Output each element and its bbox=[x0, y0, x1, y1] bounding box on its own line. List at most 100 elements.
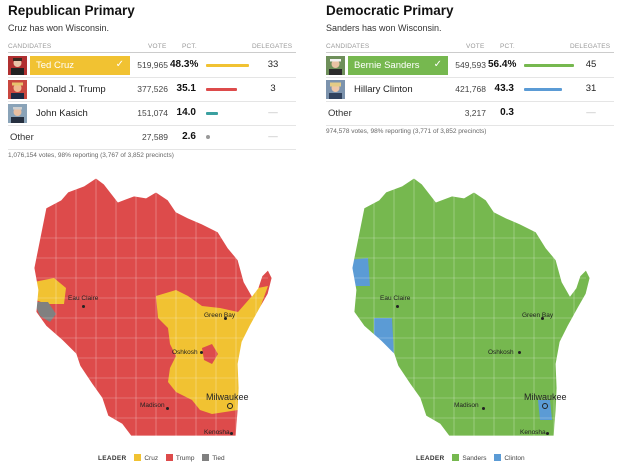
candidate-vote: 549,593 bbox=[455, 60, 486, 70]
city-label-madison: Madison bbox=[140, 402, 165, 409]
legend-label: LEADER bbox=[416, 455, 445, 462]
candidate-delegates: 33 bbox=[267, 59, 279, 70]
city-dot bbox=[230, 432, 233, 435]
winner-check-icon: ✓ bbox=[115, 59, 124, 70]
legend-swatch bbox=[134, 454, 142, 461]
header-divider bbox=[326, 52, 614, 53]
pct-bar bbox=[524, 64, 574, 67]
democratic-subtitle: Sanders has won Wisconsin. bbox=[326, 23, 442, 33]
candidate-delegates: 3 bbox=[270, 83, 276, 94]
city-label-kenosha: Kenosha bbox=[204, 429, 230, 436]
john-kasich-photo bbox=[8, 104, 27, 123]
democratic-title: Democratic Primary bbox=[326, 3, 454, 18]
legend-item-cruz: Cruz bbox=[134, 454, 159, 462]
city-label-green-bay: Green Bay bbox=[522, 312, 554, 319]
candidate-pct: 35.1 bbox=[176, 83, 196, 94]
legend-item-trump: Trump bbox=[165, 454, 195, 462]
candidate-name-box: Bernie Sanders ✓ bbox=[348, 56, 448, 75]
republican-map-legend: LEADER Cruz Trump Tied bbox=[98, 454, 231, 462]
republican-county-map[interactable] bbox=[6, 178, 306, 450]
candidate-row-trump[interactable]: Donald J. Trump 377,526 35.1 3 bbox=[8, 78, 296, 102]
donald-trump-photo bbox=[8, 80, 27, 99]
pct-bar bbox=[524, 88, 563, 91]
candidate-delegates: 31 bbox=[585, 83, 597, 94]
candidate-row-other[interactable]: Other 27,589 2.6 — bbox=[8, 126, 296, 150]
city-dot bbox=[482, 407, 485, 410]
candidate-row-kasich[interactable]: John Kasich 151,074 14.0 — bbox=[8, 102, 296, 126]
legend-text: Trump bbox=[175, 455, 195, 462]
candidate-vote: 519,965 bbox=[137, 60, 168, 70]
candidate-name: Bernie Sanders bbox=[354, 60, 420, 71]
city-label-oshkosh: Oshkosh bbox=[172, 349, 198, 356]
city-dot bbox=[541, 317, 544, 320]
candidate-pct: 48.3% bbox=[170, 59, 199, 70]
candidate-pct: 14.0 bbox=[176, 107, 196, 118]
city-label-milwaukee: Milwaukee bbox=[206, 392, 249, 402]
header-delegates: DELEGATES bbox=[570, 43, 611, 50]
city-label-madison: Madison bbox=[454, 402, 479, 409]
legend-swatch bbox=[494, 454, 502, 461]
other-delegates: — bbox=[586, 107, 596, 118]
candidate-name-box: Hillary Clinton bbox=[348, 80, 448, 99]
candidate-vote: 421,768 bbox=[455, 84, 486, 94]
pct-bar bbox=[206, 88, 238, 91]
democratic-county-map[interactable] bbox=[324, 178, 620, 450]
democratic-map-legend: LEADER Sanders Clinton bbox=[416, 454, 531, 462]
reporting-status: 1,076,154 votes, 98% reporting (3,767 of… bbox=[8, 152, 174, 159]
candidate-delegates: — bbox=[268, 107, 278, 118]
bernie-sanders-photo bbox=[326, 56, 345, 75]
candidate-pct: 43.3 bbox=[494, 83, 514, 94]
legend-swatch bbox=[452, 454, 460, 461]
winner-check-icon: ✓ bbox=[433, 59, 442, 70]
other-vote: 27,589 bbox=[142, 132, 168, 142]
legend-label: LEADER bbox=[98, 455, 127, 462]
city-dot bbox=[224, 317, 227, 320]
city-label-eau-claire: Eau Claire bbox=[380, 295, 411, 302]
legend-item-sanders: Sanders bbox=[452, 454, 487, 462]
city-dot bbox=[396, 305, 399, 308]
city-label-oshkosh: Oshkosh bbox=[488, 349, 514, 356]
city-label-eau-claire: Eau Claire bbox=[68, 295, 99, 302]
city-label-green-bay: Green Bay bbox=[204, 312, 236, 319]
city-dot bbox=[518, 351, 521, 354]
legend-text: Cruz bbox=[144, 455, 159, 462]
candidate-name: John Kasich bbox=[36, 108, 88, 119]
header-candidates: CANDIDATES bbox=[326, 43, 370, 50]
legend-swatch bbox=[165, 454, 173, 461]
city-label-kenosha: Kenosha bbox=[520, 429, 546, 436]
header-delegates: DELEGATES bbox=[252, 43, 293, 50]
candidate-name: Hillary Clinton bbox=[354, 84, 413, 95]
legend-item-clinton: Clinton bbox=[494, 454, 525, 462]
city-dot bbox=[82, 305, 85, 308]
republican-title: Republican Primary bbox=[8, 3, 135, 18]
other-delegates: — bbox=[268, 131, 278, 142]
header-pct: PCT. bbox=[182, 43, 197, 50]
other-pct: 2.6 bbox=[182, 131, 196, 142]
header-vote: VOTE bbox=[466, 43, 485, 50]
candidate-name: Donald J. Trump bbox=[36, 84, 106, 95]
other-label: Other bbox=[10, 132, 34, 143]
democratic-panel: Democratic Primary Sanders has won Wisco… bbox=[324, 0, 620, 474]
other-pct: 0.3 bbox=[500, 107, 514, 118]
city-dot bbox=[200, 351, 203, 354]
candidate-name-box: Donald J. Trump bbox=[30, 80, 130, 99]
legend-text: Tied bbox=[212, 455, 225, 462]
candidate-pct: 56.4% bbox=[488, 59, 517, 70]
milwaukee-marker-icon bbox=[227, 403, 233, 409]
candidate-row-clinton[interactable]: Hillary Clinton 421,768 43.3 31 bbox=[326, 78, 614, 102]
pct-dot bbox=[206, 135, 210, 139]
legend-item-tied: Tied bbox=[202, 454, 225, 462]
header-divider bbox=[8, 52, 296, 53]
ted-cruz-photo bbox=[8, 56, 27, 75]
candidate-row-other[interactable]: Other 3,217 0.3 — bbox=[326, 102, 614, 126]
candidate-row-sanders[interactable]: Bernie Sanders ✓ 549,593 56.4% 45 bbox=[326, 54, 614, 78]
header-vote: VOTE bbox=[148, 43, 167, 50]
republican-panel: Republican Primary Cruz has won Wisconsi… bbox=[6, 0, 306, 474]
republican-subtitle: Cruz has won Wisconsin. bbox=[8, 23, 110, 33]
pct-bar bbox=[206, 112, 219, 115]
candidate-vote: 377,526 bbox=[137, 84, 168, 94]
legend-text: Sanders bbox=[462, 455, 487, 462]
city-dot bbox=[166, 407, 169, 410]
candidate-row-cruz[interactable]: Ted Cruz ✓ 519,965 48.3% 33 bbox=[8, 54, 296, 78]
legend-swatch bbox=[202, 454, 210, 461]
